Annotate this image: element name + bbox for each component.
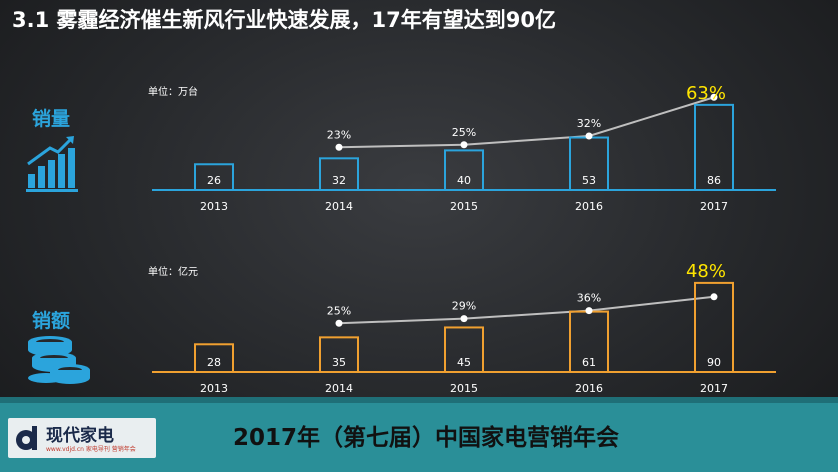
sales-growth-point-2015 (460, 315, 468, 323)
sales-value-label-2014: 35 (332, 356, 346, 369)
logo-name: 现代家电 (46, 426, 114, 446)
footer-title: 2017年（第七届）中国家电营销年会 (233, 425, 620, 451)
sales-tick-label-2015: 2015 (450, 382, 478, 395)
sales-unit-label: 单位：亿元 (148, 265, 198, 278)
volume-tick-label-2016: 2016 (575, 200, 603, 213)
volume-value-label-2015: 40 (457, 174, 471, 187)
logo-mark-icon (16, 426, 37, 450)
volume-tick-label-2014: 2014 (325, 200, 353, 213)
coin-stack-icon (28, 336, 90, 384)
sales-growth-label-2015: 29% (452, 300, 476, 313)
sales-growth-point-2016 (585, 307, 593, 315)
sales-charts: 单位：万台 26 2013 32 2014 23% 40 2015 25% 53 2016 32% 86… (148, 82, 776, 395)
sales-bar-2013 (194, 343, 234, 373)
sales-bar-2017 (694, 281, 734, 373)
sales-growth-point-2014 (335, 319, 343, 327)
volume-growth-label-2015: 25% (452, 126, 476, 139)
sales-value-label-2013: 28 (207, 356, 221, 369)
sales-value-label-2017: 90 (707, 356, 721, 369)
sales-growth-label-2017: 48% (686, 261, 726, 282)
sales-value-label-2015: 45 (457, 356, 471, 369)
volume-tick-label-2015: 2015 (450, 200, 478, 213)
footer-divider (0, 397, 838, 403)
volume-growth-label-2014: 23% (327, 128, 351, 141)
sales-label: 销额 (32, 310, 71, 332)
sales-tick-label-2017: 2017 (700, 382, 728, 395)
volume-bar-2015 (444, 149, 484, 191)
volume-bar-2013 (194, 163, 234, 191)
volume-growth-label-2016: 32% (577, 117, 601, 130)
logo-subtitle: www.vdjd.cn 家电导刊 营销年会 (46, 446, 136, 453)
volume-growth-point-2014 (335, 143, 343, 151)
bar-chart-growth-icon (26, 136, 78, 192)
sales-growth-point-2017 (710, 293, 718, 301)
sales-tick-label-2016: 2016 (575, 382, 603, 395)
logo: 现代家电 www.vdjd.cn 家电导刊 营销年会 (8, 418, 156, 458)
volume-growth-point-2017 (710, 93, 718, 101)
volume-value-label-2013: 26 (207, 174, 221, 187)
sales-growth-label-2016: 36% (577, 292, 601, 305)
volume-bar-2017 (694, 103, 734, 191)
sales-growth-label-2014: 25% (327, 304, 351, 317)
volume-unit-label: 单位：万台 (148, 85, 198, 98)
volume-value-label-2014: 32 (332, 174, 346, 187)
volume-growth-line (338, 96, 715, 149)
volume-growth-point-2015 (460, 141, 468, 149)
volume-tick-label-2013: 2013 (200, 200, 228, 213)
volume-tick-label-2017: 2017 (700, 200, 728, 213)
sales-growth-line (338, 295, 715, 325)
sales-tick-label-2014: 2014 (325, 382, 353, 395)
volume-growth-label-2017: 63% (686, 83, 726, 104)
volume-value-label-2017: 86 (707, 174, 721, 187)
volume-bar-2014 (319, 157, 359, 192)
volume-growth-point-2016 (585, 132, 593, 140)
sales-bar-2014 (319, 336, 359, 374)
sales-bar-2015 (444, 326, 484, 374)
sales-value-label-2016: 61 (582, 356, 596, 369)
page-title: 3.1 雾霾经济催生新风行业快速发展，17年有望达到90亿 (12, 8, 556, 32)
sales-tick-label-2013: 2013 (200, 382, 228, 395)
volume-value-label-2016: 53 (582, 174, 596, 187)
volume-label: 销量 (32, 108, 71, 130)
